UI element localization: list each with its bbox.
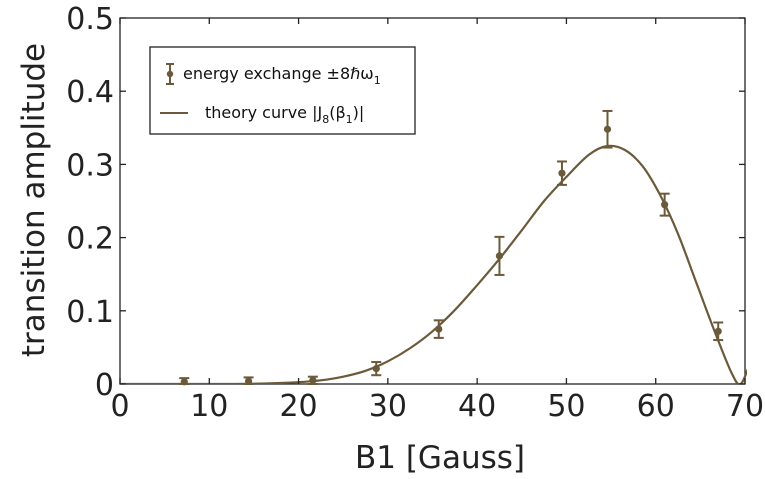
data-marker xyxy=(180,378,188,386)
data-marker xyxy=(558,169,566,177)
data-point xyxy=(602,109,613,149)
data-marker xyxy=(309,376,317,384)
y-tick-label: 0.4 xyxy=(66,75,114,110)
data-point xyxy=(556,160,567,186)
data-marker xyxy=(244,377,253,385)
data-point xyxy=(433,319,444,339)
x-tick-label: 30 xyxy=(369,389,407,424)
legend-entry-theory: theory curve |J8(β1)| xyxy=(205,103,364,126)
x-tick-label: 50 xyxy=(547,389,585,424)
legend-entry-data: energy exchange ±8ℏω1 xyxy=(183,64,381,87)
data-marker xyxy=(372,365,380,373)
data-marker xyxy=(661,201,669,209)
legend-box xyxy=(149,46,416,135)
x-tick-label: 10 xyxy=(190,389,228,424)
y-axis-label: transition amplitude xyxy=(16,43,52,357)
data-marker xyxy=(435,325,443,333)
y-tick-label: 0.3 xyxy=(66,148,114,183)
data-point xyxy=(371,361,382,377)
y-tick-label: 0 xyxy=(95,368,114,403)
data-marker xyxy=(603,125,612,133)
y-tick-label: 0.5 xyxy=(66,2,114,37)
plot-area-border xyxy=(119,17,746,385)
x-tick-label: 20 xyxy=(279,389,317,424)
data-marker xyxy=(714,327,722,335)
x-tick-label: 60 xyxy=(637,389,675,424)
data-point xyxy=(494,235,505,276)
x-axis-label: B1 [Gauss] xyxy=(355,440,525,476)
x-tick-label: 70 xyxy=(726,389,764,424)
y-tick-label: 0.1 xyxy=(66,295,114,330)
plot-frame xyxy=(119,17,746,385)
data-points-layer xyxy=(179,109,724,386)
data-point xyxy=(307,375,318,385)
theory-curve xyxy=(120,144,747,384)
data-marker xyxy=(495,252,504,260)
legend-marker-errorbar xyxy=(166,63,174,85)
legend: energy exchange ±8ℏω1 theory curve |J8(β… xyxy=(149,46,416,135)
data-point xyxy=(713,321,724,342)
x-tick-label: 40 xyxy=(458,389,496,424)
data-point xyxy=(243,376,254,385)
data-point xyxy=(179,377,190,386)
axis-ticks: 0 10 20 30 40 50 60 70 0 0.1 0.2 0.3 0.4 0.5 xyxy=(66,2,764,424)
y-tick-label: 0.2 xyxy=(66,222,114,257)
data-point xyxy=(659,192,670,217)
x-tick-label: 0 xyxy=(110,389,129,424)
theory-curve-layer xyxy=(120,144,747,384)
